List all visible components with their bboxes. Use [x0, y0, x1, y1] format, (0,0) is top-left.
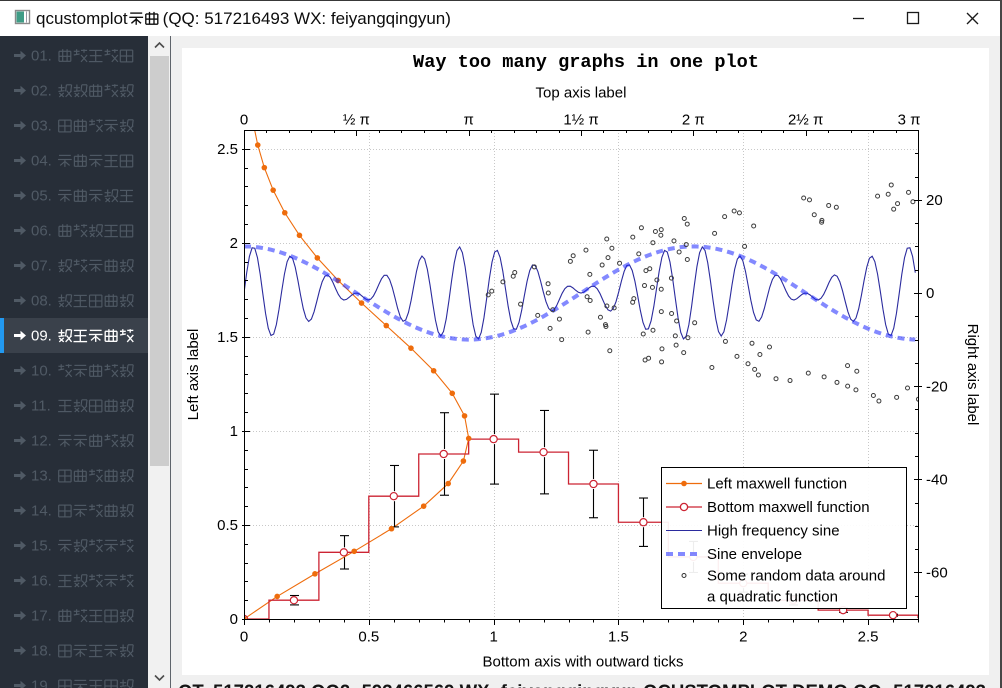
svg-text:20: 20	[926, 192, 943, 209]
svg-text:0.5: 0.5	[217, 517, 238, 534]
svg-text:1½ π: 1½ π	[563, 112, 598, 129]
svg-text:½ π: ½ π	[343, 112, 370, 129]
svg-text:16.: 16.	[31, 573, 52, 590]
svg-text:07.: 07.	[31, 258, 52, 275]
svg-text:03.: 03.	[31, 118, 52, 135]
svg-text:18.: 18.	[31, 643, 52, 660]
svg-text:01.: 01.	[31, 48, 52, 65]
svg-text:Sine envelope: Sine envelope	[707, 546, 802, 563]
svg-text:0.5: 0.5	[358, 629, 379, 646]
svg-text:Right axis label: Right axis label	[964, 324, 981, 426]
svg-text:14.: 14.	[31, 503, 52, 520]
svg-text:15.: 15.	[31, 538, 52, 555]
svg-text:2 π: 2 π	[682, 112, 705, 129]
svg-text:1.5: 1.5	[608, 629, 629, 646]
svg-text:-20: -20	[926, 378, 948, 395]
svg-text:Way too many graphs in one plo: Way too many graphs in one plot	[413, 52, 759, 73]
svg-text:2½ π: 2½ π	[788, 112, 823, 129]
svg-text:0: 0	[230, 611, 238, 628]
svg-text:Some random data around: Some random data around	[707, 568, 885, 585]
svg-text:10.: 10.	[31, 363, 52, 380]
svg-text:05.: 05.	[31, 188, 52, 205]
svg-text:3 π: 3 π	[898, 112, 921, 129]
svg-text:0: 0	[240, 629, 248, 646]
svg-text:QT: 517216493 QQ2: 593466569 W: QT: 517216493 QQ2: 593466569 WX: feiyang…	[178, 682, 986, 688]
svg-text:19.: 19.	[31, 678, 52, 688]
svg-text:08.: 08.	[31, 293, 52, 310]
svg-text:1.5: 1.5	[217, 329, 238, 346]
svg-text:2: 2	[230, 235, 238, 252]
svg-text:02.: 02.	[31, 83, 52, 100]
svg-text:13.: 13.	[31, 468, 52, 485]
svg-text:π: π	[463, 112, 473, 129]
svg-text:qcustomplot: qcustomplot	[36, 9, 128, 28]
svg-text:2.5: 2.5	[858, 629, 879, 646]
svg-text:2: 2	[739, 629, 747, 646]
svg-text:06.: 06.	[31, 223, 52, 240]
svg-text:11.: 11.	[31, 398, 51, 415]
svg-text:Left axis label: Left axis label	[185, 329, 202, 421]
svg-text:0: 0	[926, 285, 934, 302]
svg-text:Top axis label: Top axis label	[536, 85, 627, 102]
svg-text:12.: 12.	[31, 433, 52, 450]
svg-text:-60: -60	[926, 565, 948, 582]
svg-text:2.5: 2.5	[217, 141, 238, 158]
svg-text:Bottom axis with outward ticks: Bottom axis with outward ticks	[483, 654, 684, 671]
svg-text:1: 1	[230, 423, 238, 440]
svg-text:High frequency sine: High frequency sine	[707, 523, 840, 540]
svg-text:Bottom maxwell function: Bottom maxwell function	[707, 499, 870, 516]
svg-text:Left maxwell function: Left maxwell function	[707, 476, 847, 493]
svg-text:-40: -40	[926, 471, 948, 488]
svg-text:a quadratic function: a quadratic function	[707, 589, 838, 606]
svg-text:17.: 17.	[31, 608, 52, 625]
svg-text:(QQ: 517216493 WX: feiyangqing: (QQ: 517216493 WX: feiyangqingyun)	[163, 9, 451, 28]
svg-text:09.: 09.	[31, 328, 52, 345]
svg-text:04.: 04.	[31, 153, 52, 170]
svg-text:0: 0	[240, 112, 248, 129]
svg-text:1: 1	[489, 629, 497, 646]
